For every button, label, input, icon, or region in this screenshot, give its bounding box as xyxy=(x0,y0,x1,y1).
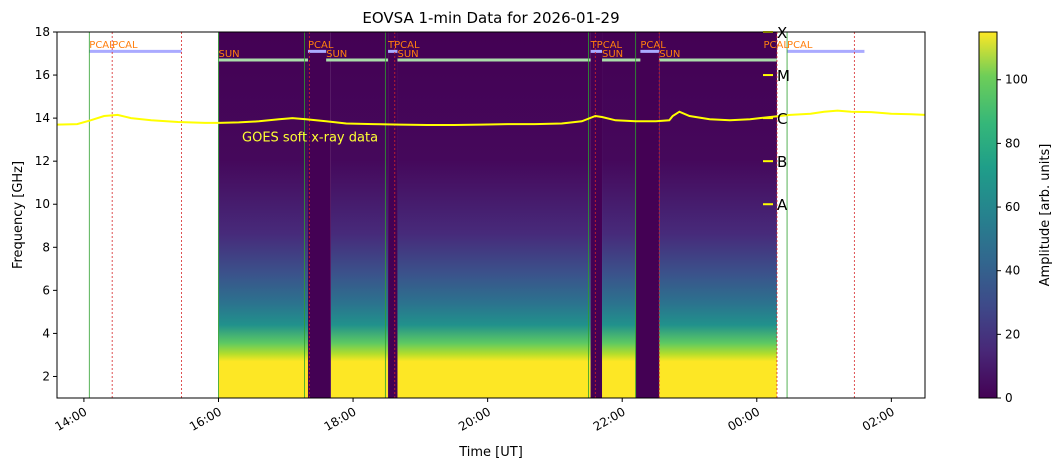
spectrogram-segment xyxy=(218,32,308,398)
y-tick-label: 6 xyxy=(42,283,50,297)
goes-class-label: B xyxy=(777,153,787,171)
calibration-block xyxy=(590,32,603,398)
plot-area xyxy=(57,32,925,398)
scan-label: PCAL xyxy=(764,40,790,51)
colorbar xyxy=(978,31,998,399)
spectrogram-segment xyxy=(330,32,389,398)
y-tick-label: 4 xyxy=(42,326,50,340)
colorbar-tick-label: 20 xyxy=(1005,327,1020,341)
colorbar-tick-label: 80 xyxy=(1005,136,1020,150)
scan-label: PCAL xyxy=(787,40,813,51)
x-tick-label: 00:00 xyxy=(725,404,762,433)
goes-class-label: C xyxy=(777,110,787,128)
x-tick-label: 02:00 xyxy=(860,404,897,433)
scan-label: SUN xyxy=(218,49,239,60)
y-axis: 2 4 6 8 10 12 14 16 18 xyxy=(35,25,57,383)
x-tick-label: 16:00 xyxy=(187,404,224,433)
colorbar-tick-label: 0 xyxy=(1005,391,1013,405)
scan-label: PCAL xyxy=(640,40,666,51)
colorbar-label: Amplitude [arb. units] xyxy=(1038,144,1053,287)
goes-xray-curve xyxy=(57,109,925,126)
scan-label: SUN xyxy=(397,49,418,60)
calibration-block xyxy=(635,32,660,398)
spectrogram-segment xyxy=(397,32,591,398)
x-axis: 14:00 16:00 18:00 20:00 22:00 00:00 02:00 xyxy=(52,398,897,434)
y-tick-label: 10 xyxy=(35,197,50,211)
chart-title: EOVSA 1-min Data for 2026-01-29 xyxy=(362,9,619,27)
scan-label: PCAL xyxy=(89,40,115,51)
plot-frame xyxy=(56,31,926,399)
y-tick-label: 8 xyxy=(42,240,50,254)
x-tick-label: 18:00 xyxy=(322,404,359,433)
colorbar-tick-label: 40 xyxy=(1005,264,1020,278)
goes-class-label: A xyxy=(777,196,788,214)
calibration-block xyxy=(307,32,331,398)
scan-label: SUN xyxy=(602,49,623,60)
y-tick-label: 2 xyxy=(42,369,50,383)
x-tick-label: 22:00 xyxy=(591,404,628,433)
y-axis-label: Frequency [GHz] xyxy=(11,161,26,269)
y-tick-label: 12 xyxy=(35,154,50,168)
spectrogram-segment xyxy=(602,32,636,398)
goes-label: GOES soft x-ray data xyxy=(242,130,378,145)
scan-label: TPCAL xyxy=(590,40,623,51)
scan-label: SUN xyxy=(326,49,347,60)
y-tick-label: 14 xyxy=(35,111,50,125)
scan-label: SUN xyxy=(659,49,680,60)
goes-class-label: M xyxy=(777,67,790,85)
scan-label: TPCAL xyxy=(387,40,420,51)
goes-class-label: X xyxy=(777,24,787,42)
colorbar-tick-label: 60 xyxy=(1005,200,1020,214)
scan-label: PCAL xyxy=(112,40,138,51)
calibration-block xyxy=(388,32,398,398)
x-tick-label: 20:00 xyxy=(456,404,493,433)
y-tick-label: 16 xyxy=(35,68,50,82)
x-axis-label: Time [UT] xyxy=(458,445,523,460)
spectrogram-segment xyxy=(659,32,777,398)
colorbar-tick-label: 100 xyxy=(1005,73,1028,87)
scan-label: PCAL xyxy=(308,40,334,51)
y-tick-label: 18 xyxy=(35,25,50,39)
colorbar-ticks: 0 20 40 60 80 100 xyxy=(997,73,1028,405)
x-tick-label: 14:00 xyxy=(52,404,89,433)
